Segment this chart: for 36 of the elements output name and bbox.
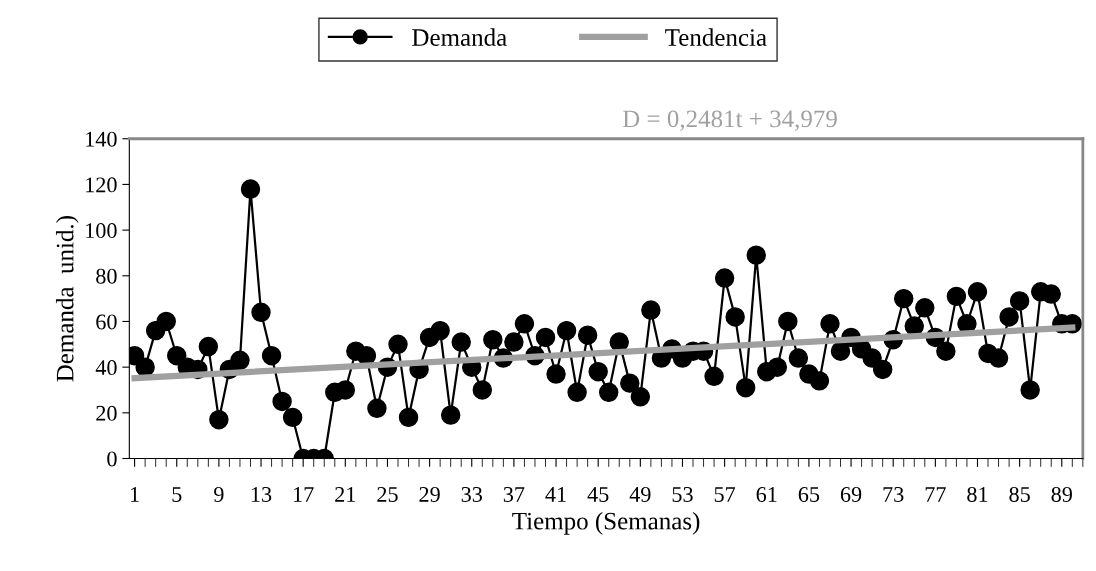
x-tick-label: 29	[419, 487, 440, 502]
y-tick-label: 20	[96, 405, 117, 421]
x-tick-label: 57	[714, 487, 736, 502]
x-tick-label: 77	[925, 487, 946, 502]
x-tick-label: 61	[756, 487, 777, 502]
legend-label: Tendencia	[665, 28, 767, 46]
x-tick-label: 73	[883, 487, 904, 502]
x-tick-label: 89	[1051, 486, 1072, 502]
x-tick-label: 17	[294, 487, 314, 502]
y-tick-label: 0	[107, 451, 117, 467]
y-axis-title: Demanda unid.)	[55, 216, 79, 382]
y-tick-label: 100	[86, 223, 117, 239]
x-tick-label: 25	[377, 487, 398, 502]
x-tick-label: 41	[545, 487, 566, 502]
text: D = 0,2481t + 34,979	[622, 110, 837, 131]
x-tick-label: 45	[587, 487, 609, 502]
y-tick-label: 40	[95, 360, 117, 376]
y-tick-label: 140	[86, 131, 117, 147]
x-tick-label: 21	[335, 487, 356, 502]
x-tick-label: 49	[629, 487, 651, 502]
y-tick-label: 120	[86, 177, 117, 193]
x-tick-label: 9	[214, 487, 224, 502]
x-tick-label: 65	[798, 487, 820, 502]
x-tick-label: 33	[461, 487, 482, 502]
x-axis-title: Tiempo (Semanas)	[512, 512, 700, 535]
x-tick-label: 69	[840, 487, 862, 502]
x-tick-label: 37	[503, 487, 525, 502]
x-tick-label: 53	[672, 487, 693, 502]
x-tick-label: 1	[131, 487, 139, 502]
y-tick-label: 60	[96, 314, 117, 330]
legend-label: Demanda	[412, 28, 507, 46]
x-tick-label: 13	[251, 487, 272, 502]
y-tick-label: 80	[96, 268, 117, 284]
x-tick-label: 5	[172, 487, 182, 502]
x-tick-label: 81	[967, 486, 988, 502]
x-tick-label: 85	[1009, 486, 1030, 502]
